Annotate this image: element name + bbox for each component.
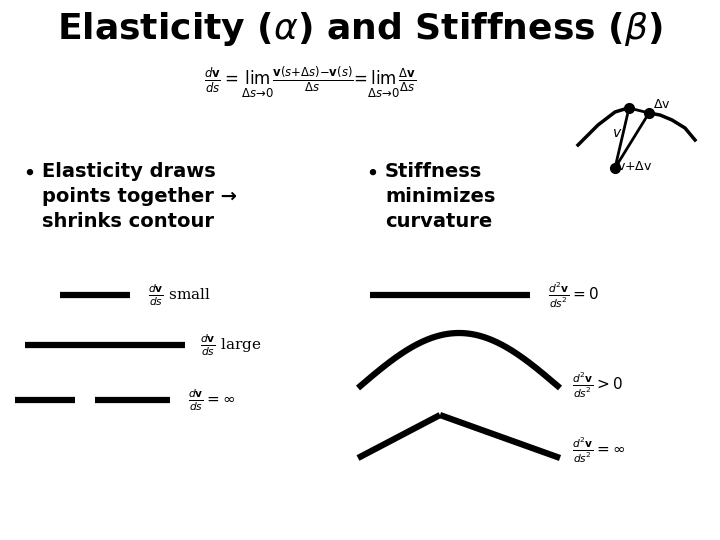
- Text: $\frac{d^2\mathbf{v}}{ds^2} = \infty$: $\frac{d^2\mathbf{v}}{ds^2} = \infty$: [572, 435, 625, 465]
- Text: Elasticity draws: Elasticity draws: [42, 162, 216, 181]
- Text: $\frac{d\mathbf{v}}{ds} = \lim_{\Delta s \to 0} \frac{\mathbf{v}(s + \Delta s) -: $\frac{d\mathbf{v}}{ds} = \lim_{\Delta s…: [204, 65, 416, 100]
- Text: curvature: curvature: [385, 212, 492, 231]
- Text: $\bullet$: $\bullet$: [22, 162, 35, 182]
- Text: $\Delta$v: $\Delta$v: [653, 98, 670, 111]
- Text: shrinks contour: shrinks contour: [42, 212, 214, 231]
- Text: v+$\Delta$v: v+$\Delta$v: [617, 160, 652, 173]
- Text: Stiffness: Stiffness: [385, 162, 482, 181]
- Text: Elasticity ($\alpha$) and Stiffness ($\beta$): Elasticity ($\alpha$) and Stiffness ($\b…: [57, 10, 663, 48]
- Text: $\frac{d^2\mathbf{v}}{ds^2} > 0$: $\frac{d^2\mathbf{v}}{ds^2} > 0$: [572, 370, 623, 400]
- Text: $\frac{d\mathbf{v}}{ds}$ small: $\frac{d\mathbf{v}}{ds}$ small: [148, 282, 211, 308]
- Text: $\frac{d^2\mathbf{v}}{ds^2} = 0$: $\frac{d^2\mathbf{v}}{ds^2} = 0$: [548, 280, 599, 309]
- Text: v: v: [613, 126, 621, 140]
- Text: $\bullet$: $\bullet$: [365, 162, 377, 182]
- Text: minimizes: minimizes: [385, 187, 495, 206]
- Text: points together →: points together →: [42, 187, 237, 206]
- Text: $\frac{d\mathbf{v}}{ds}$ large: $\frac{d\mathbf{v}}{ds}$ large: [200, 332, 262, 358]
- Text: $\frac{d\mathbf{v}}{ds} = \infty$: $\frac{d\mathbf{v}}{ds} = \infty$: [188, 387, 235, 413]
